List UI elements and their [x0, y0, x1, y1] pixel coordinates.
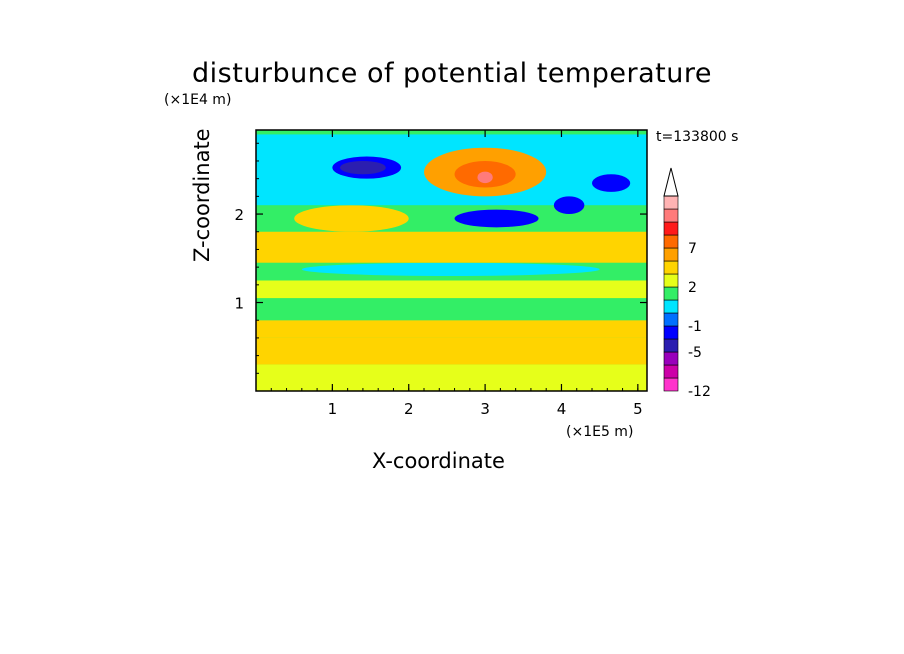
contour-band — [256, 231, 647, 263]
contour-fill — [256, 134, 647, 391]
colorbar-label: -5 — [688, 345, 702, 361]
colorbar-swatch — [663, 325, 679, 340]
contour-band — [256, 337, 647, 365]
chart-title: disturbunce of potential temperature — [192, 58, 712, 89]
colorbar-swatch — [663, 221, 679, 236]
colorbar-swatch — [663, 338, 679, 353]
colorbar: -12-5-127 — [663, 167, 711, 400]
y-axis-ticks: 12 — [234, 142, 647, 374]
contour-blob — [454, 209, 539, 228]
contour-band — [256, 280, 647, 299]
y-tick-label: 1 — [234, 295, 244, 313]
colorbar-swatch — [663, 273, 679, 288]
colorbar-label: -12 — [688, 384, 711, 400]
colorbar-swatch — [663, 299, 679, 314]
x-tick-label: 1 — [328, 400, 338, 418]
colorbar-swatch — [663, 260, 679, 275]
colorbar-swatch — [663, 208, 679, 223]
colorbar-swatch — [663, 195, 679, 210]
colorbar-extend-arrow — [663, 167, 679, 197]
contour-blob — [301, 262, 600, 276]
plot-frame — [255, 129, 648, 392]
x-axis-ticks: 1 2 3 4 5 — [270, 130, 643, 418]
x-tick-label: 4 — [557, 400, 567, 418]
contour-blob — [477, 171, 493, 184]
colorbar-swatch — [663, 377, 679, 392]
time-label: t=133800 s — [656, 129, 739, 145]
x-axis-label: X-coordinate — [372, 449, 505, 473]
contour-blob — [592, 174, 631, 192]
contour-band — [256, 298, 647, 321]
y-axis-multiplier: (×1E4 m) — [164, 92, 232, 108]
contour-band — [256, 364, 647, 391]
colorbar-swatch — [663, 247, 679, 262]
colorbar-swatch — [663, 351, 679, 366]
contour-band — [256, 320, 647, 338]
colorbar-swatch — [663, 364, 679, 379]
x-tick-label: 3 — [480, 400, 490, 418]
contour-blob — [294, 205, 409, 232]
x-axis-multiplier: (×1E5 m) — [566, 424, 634, 440]
colorbar-label: 2 — [688, 280, 697, 296]
colorbar-swatch — [663, 234, 679, 249]
y-tick-label: 2 — [234, 206, 244, 224]
colorbar-swatch — [663, 312, 679, 327]
colorbar-label: -1 — [688, 319, 702, 335]
colorbar-swatch — [663, 286, 679, 301]
x-tick-label: 5 — [633, 400, 643, 418]
x-tick-label: 2 — [404, 400, 414, 418]
contour-blob — [340, 160, 386, 175]
colorbar-label: 7 — [688, 241, 697, 257]
contour-blob — [553, 196, 585, 215]
